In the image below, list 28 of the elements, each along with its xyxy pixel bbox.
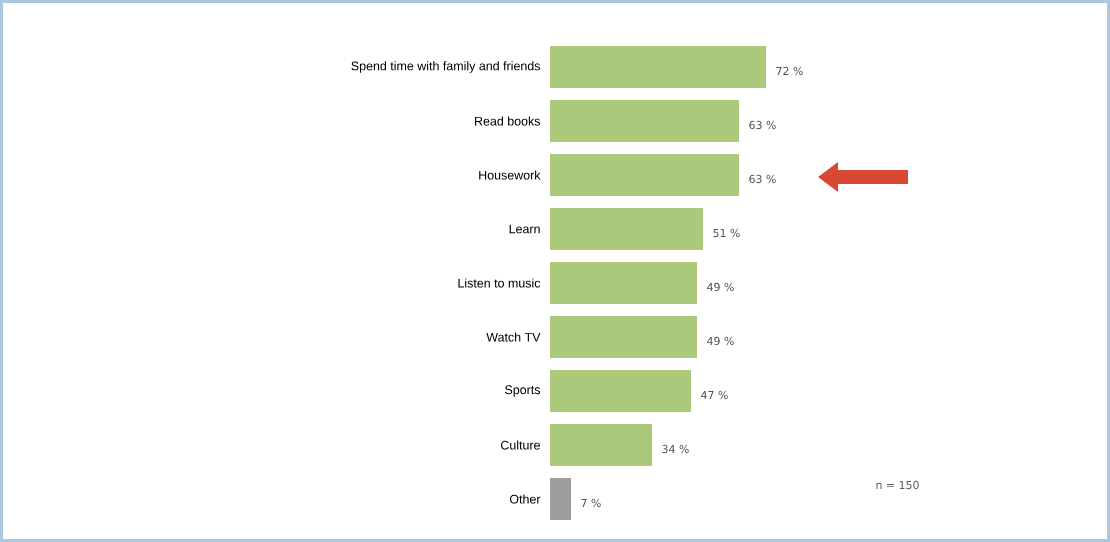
- y-tick-label: Culture: [500, 440, 540, 450]
- data-label: 72 %: [776, 66, 803, 76]
- y-tick-label: Sports: [505, 385, 541, 397]
- bar: [550, 315, 698, 358]
- data-label: 51 %: [713, 228, 740, 238]
- bar: [550, 45, 767, 88]
- bar: [550, 207, 704, 250]
- data-label: 34 %: [662, 444, 689, 454]
- data-label: 47 %: [701, 390, 728, 400]
- data-label: 49 %: [707, 336, 734, 346]
- data-label: 63 %: [749, 120, 776, 130]
- y-tick-label: Read books: [475, 116, 541, 126]
- y-tick-label: Listen to music: [458, 278, 541, 288]
- y-tick-label: Spend time with family and friends: [351, 61, 541, 73]
- bar: [550, 369, 692, 412]
- y-tick-label: Learn: [509, 224, 540, 234]
- y-tick-label: Housework: [479, 170, 541, 180]
- y-tick-label: Watch TV: [486, 332, 541, 342]
- data-label: 49 %: [707, 282, 734, 292]
- bar: [550, 261, 698, 304]
- text: n = 150: [876, 480, 919, 490]
- data-label: 7 %: [581, 498, 601, 508]
- data-label: 63 %: [749, 174, 776, 184]
- bar: [550, 477, 572, 520]
- bar: [550, 153, 740, 196]
- bar: [550, 423, 653, 466]
- bar: [550, 99, 740, 142]
- y-tick-label: Other: [509, 494, 541, 504]
